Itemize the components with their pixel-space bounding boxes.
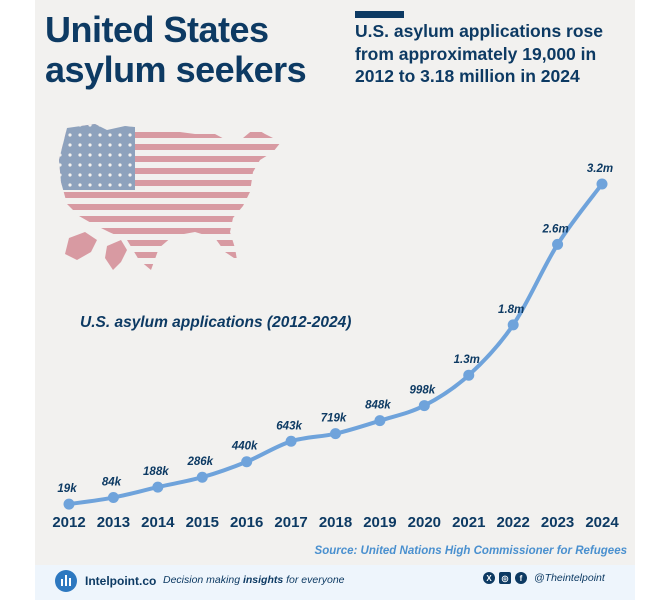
source-note: Source: United Nations High Commissioner… [314,545,627,557]
data-label: 188k [143,466,169,478]
brand-name: Intelpoint.co [85,574,157,588]
x-tick-label: 2022 [496,514,529,531]
x-tick-label: 2014 [141,514,175,531]
data-label: 719k [321,413,347,425]
intelpoint-logo-icon [55,570,77,592]
data-point [596,178,608,190]
data-point [241,456,253,468]
data-label: 1.3m [454,354,480,366]
social-handle: @Theintelpoint [534,572,605,584]
data-point [374,415,386,427]
data-point [152,481,164,493]
x-tick-label: 2017 [274,514,307,531]
footer-bar: Intelpoint.co Decision making insights f… [35,565,635,600]
data-point [107,492,119,504]
chart-title: U.S. asylum applications (2012-2024) [80,314,352,331]
data-point [507,319,519,331]
data-point [552,238,564,250]
data-point [418,400,430,412]
x-tick-label: 2023 [541,514,574,531]
infographic-card: United States asylum seekers U.S. asylum… [35,0,635,565]
data-label: 440k [231,441,258,453]
title-line-2: asylum seekers [45,49,307,90]
data-point [463,369,475,381]
title-line-1: United States [45,9,269,50]
x-tick-label: 2016 [230,514,263,531]
x-tick-label: 2024 [585,514,619,531]
page-title: United States asylum seekers [45,9,307,90]
data-label: 84k [102,477,122,489]
social-links: X ◎ f @Theintelpoint [483,572,605,584]
x-tick-label: 2018 [319,514,352,531]
data-label: 3.2m [587,163,613,175]
x-tick-label: 2015 [186,514,219,531]
data-label: 2.6m [541,223,568,235]
instagram-icon[interactable]: ◎ [499,572,511,584]
accent-bar [355,11,404,18]
data-label: 848k [365,400,391,412]
data-point [196,471,208,483]
x-tick-label: 2019 [363,514,396,531]
headline-subtitle: U.S. asylum applications rose from appro… [355,21,603,86]
asylum-line-chart: 19k 2012 84k 2013 188k 2014 286k 2015 440k 2016 64… [52,163,619,531]
facebook-icon[interactable]: f [515,572,527,584]
data-label: 19k [57,483,77,495]
data-point [330,428,341,440]
x-icon[interactable]: X [483,572,495,584]
data-label: 643k [276,420,302,432]
x-tick-label: 2020 [408,514,441,531]
data-label: 1.8m [498,304,524,316]
us-flag-map-icon [59,124,281,270]
x-tick-label: 2021 [452,514,485,531]
data-point [63,498,75,510]
data-label: 286k [186,456,213,468]
tagline: Decision making insights for everyone [163,574,345,586]
data-point [285,435,297,447]
series-line [67,182,604,507]
x-tick-label: 2012 [52,514,85,531]
data-label: 998k [410,385,436,397]
x-tick-label: 2013 [97,514,130,531]
